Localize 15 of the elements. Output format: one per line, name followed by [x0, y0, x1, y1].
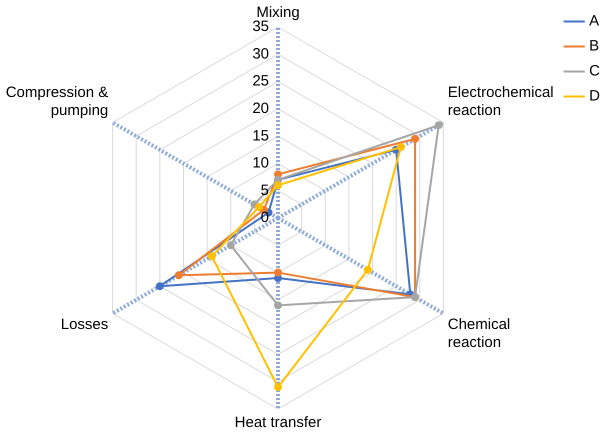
spoke-label: Chemical reaction	[448, 316, 510, 352]
legend-label: C	[589, 62, 600, 80]
y-tick-label: 30	[252, 45, 269, 62]
y-tick-label: 20	[252, 100, 269, 117]
legend-label: A	[589, 12, 600, 30]
y-tick-label: 25	[252, 72, 269, 90]
spoke-label: Heat transfer	[234, 414, 322, 432]
y-tick-label: 5	[260, 182, 269, 199]
spoke-label: Compression & pumping	[6, 84, 108, 120]
spoke-label: Electrochemical reaction	[448, 84, 554, 120]
legend-label: B	[589, 38, 600, 55]
y-tick-label: 10	[252, 154, 269, 172]
spoke-label: Losses	[60, 316, 108, 334]
y-tick-label: 15	[252, 127, 269, 144]
legend-label: D	[589, 88, 600, 105]
